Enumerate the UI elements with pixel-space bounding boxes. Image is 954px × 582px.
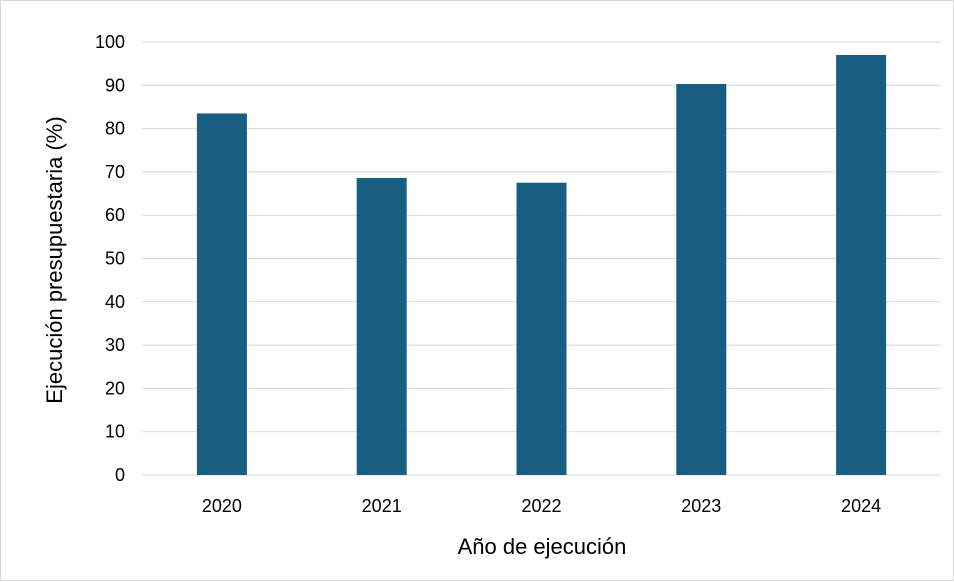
y-tick-label: 40 bbox=[105, 292, 125, 312]
x-tick-label: 2021 bbox=[362, 496, 402, 516]
bar-2021 bbox=[356, 177, 407, 475]
bar-2020 bbox=[196, 113, 247, 475]
bar-2024 bbox=[836, 54, 887, 476]
y-axis-title: Ejecución presupuestaria (%) bbox=[42, 116, 67, 403]
x-tick-label: 2024 bbox=[841, 496, 881, 516]
y-tick-label: 90 bbox=[105, 75, 125, 95]
y-tick-label: 50 bbox=[105, 249, 125, 269]
y-axis-ticks: 0 10 20 30 40 50 60 70 80 90 100 bbox=[95, 32, 125, 485]
x-tick-label: 2020 bbox=[202, 496, 242, 516]
x-axis-ticks: 2020 2021 2022 2023 2024 bbox=[202, 496, 881, 516]
bars bbox=[196, 54, 887, 476]
bar-2023 bbox=[676, 84, 727, 475]
y-tick-label: 100 bbox=[95, 32, 125, 52]
x-tick-label: 2022 bbox=[521, 496, 561, 516]
x-tick-label: 2023 bbox=[681, 496, 721, 516]
y-tick-label: 10 bbox=[105, 422, 125, 442]
y-tick-label: 20 bbox=[105, 378, 125, 398]
bar-2022 bbox=[516, 182, 567, 475]
x-axis-title: Año de ejecución bbox=[458, 534, 627, 559]
y-tick-label: 70 bbox=[105, 162, 125, 182]
y-tick-label: 30 bbox=[105, 335, 125, 355]
y-tick-label: 0 bbox=[115, 465, 125, 485]
y-tick-label: 60 bbox=[105, 205, 125, 225]
y-tick-label: 80 bbox=[105, 119, 125, 139]
